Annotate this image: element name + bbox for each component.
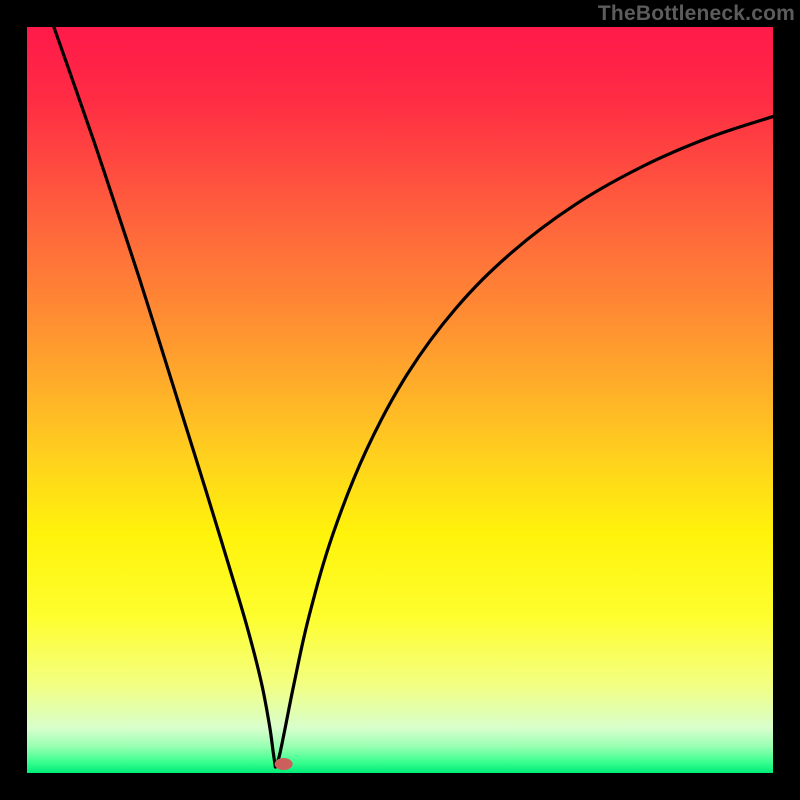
optimum-marker-dot [275, 758, 293, 770]
attribution-text: TheBottleneck.com [598, 0, 800, 26]
figure-frame: TheBottleneck.com [0, 0, 800, 800]
plot-area [27, 27, 773, 773]
optimum-marker [27, 27, 773, 773]
